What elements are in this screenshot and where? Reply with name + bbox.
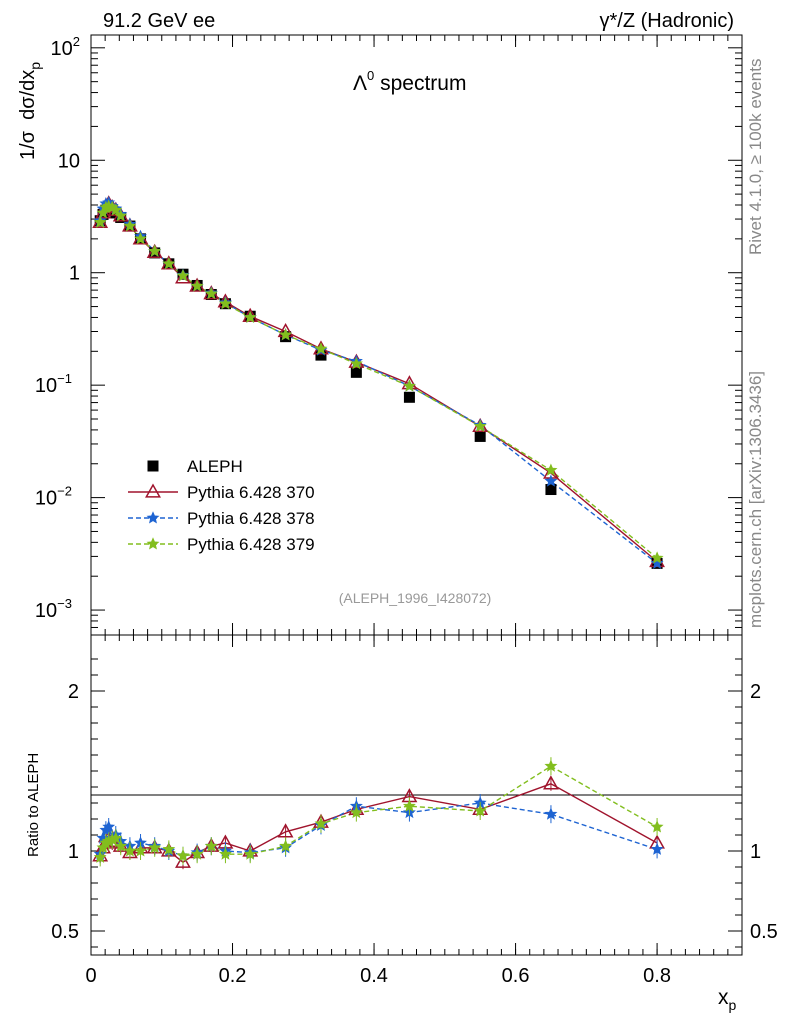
aleph-data-point bbox=[474, 430, 486, 442]
series-3-marker bbox=[402, 379, 416, 392]
series-3-marker bbox=[650, 551, 664, 564]
ratio-tick-label-right: 1 bbox=[750, 841, 761, 863]
legend-label-2: Pythia 6.428 378 bbox=[187, 509, 315, 528]
legend-label-0: ALEPH bbox=[187, 457, 243, 476]
series-3-marker bbox=[109, 203, 123, 216]
x-tick-label: 0.2 bbox=[219, 965, 247, 987]
header-energy-label: 91.2 GeV ee bbox=[103, 10, 215, 32]
series-3-line bbox=[99, 205, 658, 559]
legend-marker-1 bbox=[145, 483, 161, 498]
ratio-y-axis-label: Ratio to ALEPH bbox=[25, 753, 42, 857]
series-3-marker bbox=[93, 215, 107, 228]
series-3-marker bbox=[349, 357, 363, 370]
y-tick-label: 1 bbox=[69, 263, 80, 285]
series-3-ratio-line bbox=[99, 765, 658, 858]
aleph-data-point bbox=[403, 391, 415, 403]
x-tick-label: 0.4 bbox=[360, 965, 388, 987]
y-axis-label: 1/σ dσ/dxp bbox=[17, 62, 43, 160]
legend-marker-aleph bbox=[147, 460, 159, 472]
ratio-tick-label-right: 2 bbox=[750, 681, 761, 703]
ratio-tick-label-right: 0.5 bbox=[750, 921, 778, 943]
series-1-line bbox=[99, 202, 658, 563]
series-3-marker bbox=[544, 463, 558, 476]
series-3-marker bbox=[190, 279, 204, 292]
series-3-marker bbox=[314, 342, 328, 355]
series-1-ratio-line bbox=[99, 783, 658, 864]
legend-label-3: Pythia 6.428 379 bbox=[187, 535, 315, 554]
series-3-marker bbox=[204, 286, 218, 300]
series-3-marker bbox=[243, 310, 257, 323]
ratio-series-layer bbox=[92, 757, 665, 870]
aleph-data-point bbox=[350, 366, 362, 378]
ratio-tick-label-left: 1 bbox=[68, 841, 79, 863]
series-3-marker bbox=[114, 209, 128, 222]
y-tick-label: 10−3 bbox=[35, 596, 72, 622]
legend-marker-3 bbox=[146, 537, 160, 550]
x-axis-label: xp bbox=[718, 986, 737, 1013]
series-3-marker bbox=[148, 244, 162, 257]
series-3-marker bbox=[162, 257, 176, 270]
y-tick-label: 10 bbox=[58, 150, 80, 172]
series-3-marker bbox=[176, 268, 190, 282]
x-tick-label: 0.6 bbox=[502, 965, 530, 987]
plot-title: Λ0 spectrum bbox=[353, 68, 466, 95]
header-process-label: γ*/Z (Hadronic) bbox=[600, 10, 734, 32]
series-3-marker bbox=[279, 328, 293, 341]
ratio-tick-label-left: 0.5 bbox=[51, 921, 79, 943]
series-2-marker bbox=[544, 474, 558, 487]
legend: ALEPH Pythia 6.428 370 Pythia 6.428 378 Pyt… bbox=[128, 457, 315, 554]
series-2-marker bbox=[650, 556, 664, 569]
y-tick-label: 102 bbox=[51, 34, 80, 60]
axes-layer: 0 0.2 0.4 0.6 0.8 102 10 1 10−1 10−2 10−3 0.5 0.5 1 1 2… bbox=[35, 34, 778, 987]
series-1-marker bbox=[175, 269, 191, 284]
x-tick-label: 0 bbox=[85, 965, 96, 987]
y-tick-label: 10−2 bbox=[35, 484, 72, 510]
legend-label-1: Pythia 6.428 370 bbox=[187, 483, 315, 502]
series-3-marker bbox=[134, 232, 147, 245]
ratio-tick-label-left: 2 bbox=[68, 681, 79, 703]
legend-marker-2 bbox=[146, 511, 160, 524]
analysis-reference: (ALEPH_1996_I428072) bbox=[339, 590, 492, 606]
series-2-line bbox=[99, 201, 658, 564]
aleph-data-point bbox=[315, 349, 327, 361]
x-tick-label: 0.8 bbox=[643, 965, 671, 987]
y-tick-label: 10−1 bbox=[35, 371, 72, 397]
rivet-version-label: Rivet 4.1.0, ≥ 100k events bbox=[746, 59, 765, 255]
series-layer bbox=[92, 195, 665, 569]
aleph-data-point bbox=[545, 484, 557, 496]
series-3-marker bbox=[473, 419, 487, 432]
series-3-marker bbox=[123, 219, 137, 232]
mcplots-label: mcplots.cern.ch [arXiv:1306.3436] bbox=[746, 371, 765, 628]
series-2-ratio-line bbox=[99, 802, 658, 857]
series-3-marker bbox=[218, 296, 232, 310]
